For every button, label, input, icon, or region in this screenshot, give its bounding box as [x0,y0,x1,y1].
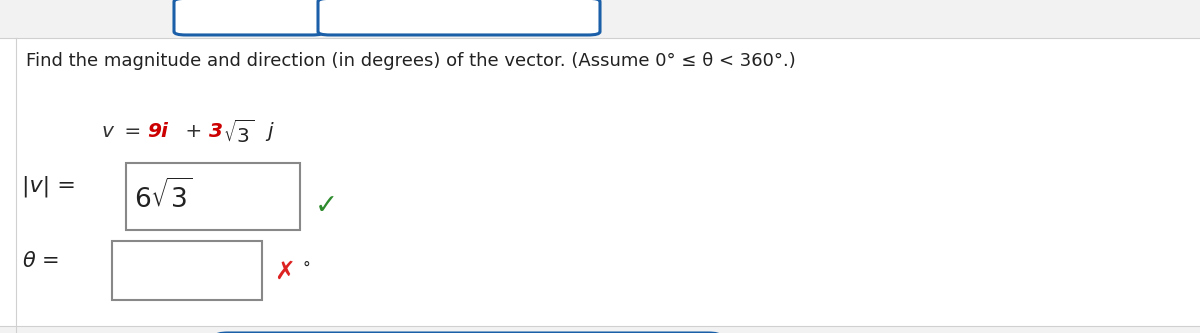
Text: Find the magnitude and direction (in degrees) of the vector. (Assume 0° ≤ θ < 36: Find the magnitude and direction (in deg… [26,52,796,70]
FancyBboxPatch shape [174,0,324,35]
Text: $\sqrt{3}$: $\sqrt{3}$ [223,120,254,147]
Text: 3: 3 [209,122,223,141]
Text: $6\sqrt{3}$: $6\sqrt{3}$ [134,179,193,214]
FancyBboxPatch shape [0,0,1200,38]
Text: $\theta$ =: $\theta$ = [22,251,59,271]
FancyBboxPatch shape [318,0,600,35]
Text: ✗: ✗ [274,259,295,283]
Text: ✓: ✓ [314,192,337,220]
FancyBboxPatch shape [126,163,300,230]
Text: j: j [268,122,274,141]
FancyBboxPatch shape [0,326,1200,333]
FancyBboxPatch shape [112,241,262,300]
Text: °: ° [302,260,310,276]
Text: |v| =: |v| = [22,176,76,197]
Text: v: v [102,122,114,141]
Text: =: = [118,122,148,141]
Text: 9i: 9i [148,122,168,141]
Text: +: + [179,122,209,141]
